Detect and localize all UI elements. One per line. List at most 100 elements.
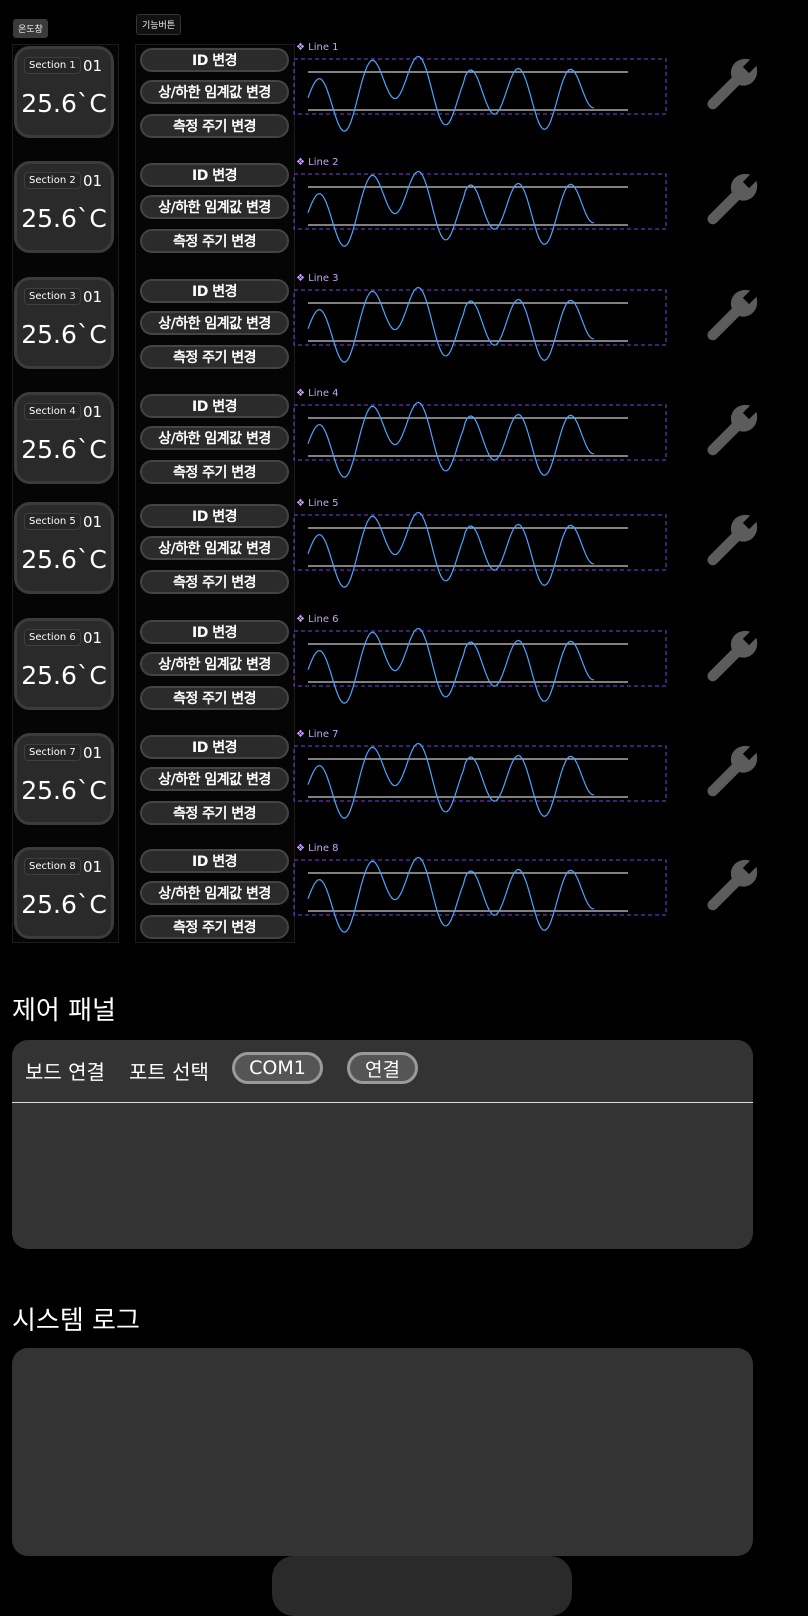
wrench-icon[interactable] (700, 626, 762, 688)
section-id: 01 (83, 858, 103, 876)
temperature-trace (307, 742, 595, 819)
temp-card: Section 5 01 25.6`C (14, 502, 114, 594)
port-select-dropdown[interactable]: COM1 (232, 1052, 323, 1084)
change-id-button[interactable]: ID 변경 (140, 48, 289, 72)
section-id: 01 (83, 629, 103, 647)
line-label: ❖ Line 8 (296, 843, 339, 854)
change-id-button[interactable]: ID 변경 (140, 620, 289, 644)
line-graph (293, 627, 667, 704)
change-id-button[interactable]: ID 변경 (140, 394, 289, 418)
section-label: Section 3 (24, 288, 81, 305)
panel-divider (12, 1102, 753, 1103)
section-label: Section 6 (24, 629, 81, 646)
change-interval-button[interactable]: 측정 주기 변경 (140, 801, 289, 825)
diamond-icon: ❖ (296, 388, 305, 399)
line-graph (293, 286, 667, 363)
change-threshold-button[interactable]: 상/하한 임계값 변경 (140, 311, 289, 335)
graph-bounding-box (293, 58, 667, 115)
button-column (135, 44, 295, 943)
section-id: 01 (83, 403, 103, 421)
bottom-bar (272, 1556, 572, 1616)
section-row: Section 4 01 25.6`C ID 변경 상/하한 임계값 변경 측정… (0, 388, 808, 506)
change-threshold-button[interactable]: 상/하한 임계값 변경 (140, 426, 289, 450)
temperature-trace (307, 511, 595, 588)
change-interval-button[interactable]: 측정 주기 변경 (140, 229, 289, 253)
wrench-icon[interactable] (700, 855, 762, 917)
section-row: Section 3 01 25.6`C ID 변경 상/하한 임계값 변경 측정… (0, 273, 808, 391)
section-id: 01 (83, 513, 103, 531)
change-interval-button[interactable]: 측정 주기 변경 (140, 915, 289, 939)
change-interval-button[interactable]: 측정 주기 변경 (140, 686, 289, 710)
section-row: Section 7 01 25.6`C ID 변경 상/하한 임계값 변경 측정… (0, 729, 808, 847)
wrench-icon[interactable] (700, 741, 762, 803)
line-name: Line 4 (308, 388, 339, 399)
temperature-trace (307, 55, 595, 132)
change-threshold-button[interactable]: 상/하한 임계값 변경 (140, 195, 289, 219)
section-label: Section 8 (24, 858, 81, 875)
change-interval-button[interactable]: 측정 주기 변경 (140, 114, 289, 138)
line-graph (293, 742, 667, 819)
wrench-icon[interactable] (700, 285, 762, 347)
line-name: Line 3 (308, 273, 339, 284)
line-graph (293, 55, 667, 132)
line-graph (293, 511, 667, 588)
change-threshold-button[interactable]: 상/하한 임계값 변경 (140, 652, 289, 676)
temperature-value: 25.6`C (21, 661, 107, 690)
line-name: Line 1 (308, 42, 339, 53)
section-label: Section 1 (24, 57, 81, 74)
line-label: ❖ Line 4 (296, 388, 339, 399)
change-interval-button[interactable]: 측정 주기 변경 (140, 345, 289, 369)
change-threshold-button[interactable]: 상/하한 임계값 변경 (140, 536, 289, 560)
temperature-value: 25.6`C (21, 890, 107, 919)
graph-bounding-box (293, 173, 667, 230)
line-name: Line 6 (308, 614, 339, 625)
change-id-button[interactable]: ID 변경 (140, 163, 289, 187)
change-id-button[interactable]: ID 변경 (140, 504, 289, 528)
section-label: Section 2 (24, 172, 81, 189)
graph-bounding-box (293, 514, 667, 571)
control-panel-title: 제어 패널 (12, 996, 116, 1026)
change-interval-button[interactable]: 측정 주기 변경 (140, 570, 289, 594)
line-label: ❖ Line 2 (296, 157, 339, 168)
diamond-icon: ❖ (296, 498, 305, 509)
section-id: 01 (83, 172, 103, 190)
temp-card: Section 4 01 25.6`C (14, 392, 114, 484)
change-id-button[interactable]: ID 변경 (140, 735, 289, 759)
temperature-trace (307, 627, 595, 704)
diamond-icon: ❖ (296, 729, 305, 740)
temperature-trace (307, 856, 595, 933)
system-log-panel (12, 1348, 753, 1556)
change-threshold-button[interactable]: 상/하한 임계값 변경 (140, 80, 289, 104)
graph-bounding-box (293, 859, 667, 916)
change-id-button[interactable]: ID 변경 (140, 279, 289, 303)
line-label: ❖ Line 6 (296, 614, 339, 625)
line-label: ❖ Line 7 (296, 729, 339, 740)
diamond-icon: ❖ (296, 843, 305, 854)
wrench-icon[interactable] (700, 510, 762, 572)
change-id-button[interactable]: ID 변경 (140, 849, 289, 873)
line-graph (293, 856, 667, 933)
temperature-value: 25.6`C (21, 204, 107, 233)
section-row: Section 5 01 25.6`C ID 변경 상/하한 임계값 변경 측정… (0, 498, 808, 616)
section-label: Section 7 (24, 744, 81, 761)
graph-bounding-box (293, 404, 667, 461)
temp-card: Section 1 01 25.6`C (14, 46, 114, 138)
section-row: Section 2 01 25.6`C ID 변경 상/하한 임계값 변경 측정… (0, 157, 808, 275)
line-graph (293, 401, 667, 478)
section-row: Section 8 01 25.6`C ID 변경 상/하한 임계값 변경 측정… (0, 843, 808, 961)
board-connect-label: 보드 연결 (25, 1060, 105, 1084)
change-interval-button[interactable]: 측정 주기 변경 (140, 460, 289, 484)
temperature-value: 25.6`C (21, 545, 107, 574)
wrench-icon[interactable] (700, 169, 762, 231)
change-threshold-button[interactable]: 상/하한 임계값 변경 (140, 881, 289, 905)
wrench-icon[interactable] (700, 54, 762, 116)
line-name: Line 8 (308, 843, 339, 854)
change-threshold-button[interactable]: 상/하한 임계값 변경 (140, 767, 289, 791)
graph-bounding-box (293, 745, 667, 802)
section-id: 01 (83, 288, 103, 306)
temp-card: Section 6 01 25.6`C (14, 618, 114, 710)
graph-bounding-box (293, 630, 667, 687)
wrench-icon[interactable] (700, 400, 762, 462)
line-label: ❖ Line 1 (296, 42, 339, 53)
connect-button[interactable]: 연결 (347, 1052, 418, 1084)
